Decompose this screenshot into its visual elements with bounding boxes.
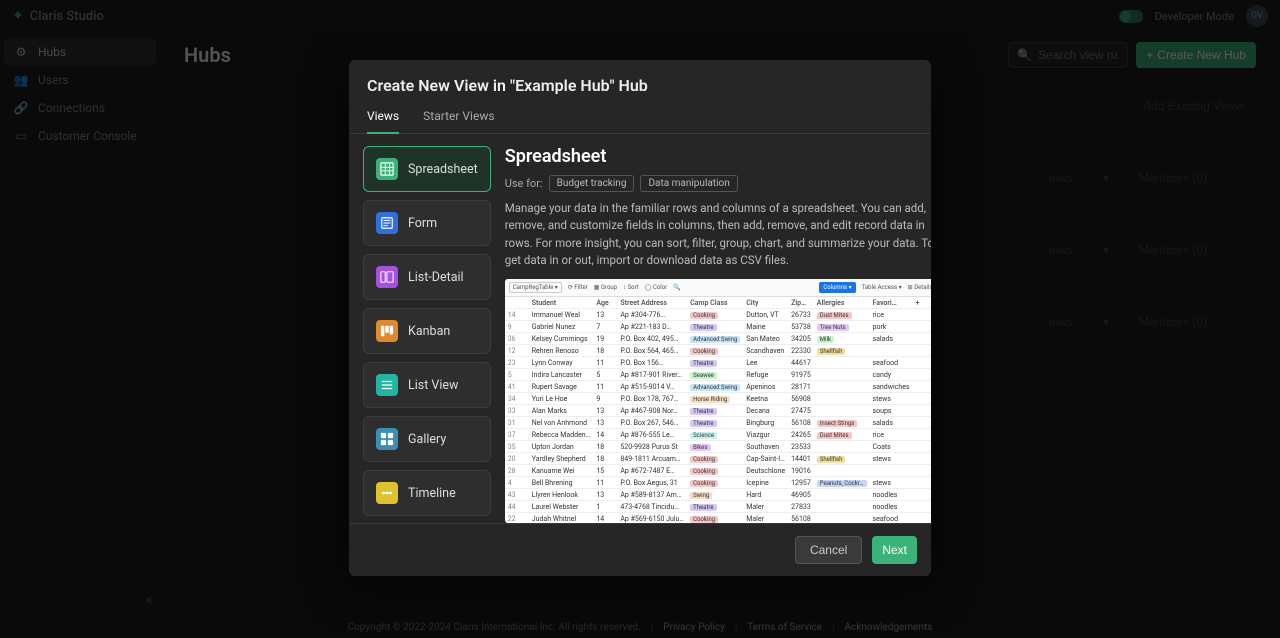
timeline-icon [376,482,398,504]
spreadsheet-preview: CampRegTable ▾ ⟳ Filter ▦ Group ↕ Sort ◯… [505,279,931,523]
use-for-label: Use for: [505,177,543,190]
view-type-label: List-Detail [408,270,464,285]
use-for-tag: Budget tracking [549,175,635,192]
view-type-gallery[interactable]: Gallery [363,416,491,462]
modal-tabs: Views Starter Views [349,101,931,134]
view-type-label: Gallery [408,432,446,447]
kanban-icon [376,320,398,342]
gallery-icon [376,428,398,450]
spreadsheet-icon [376,158,398,180]
detail-title: Spreadsheet [505,146,931,167]
cancel-button[interactable]: Cancel [795,536,862,564]
list-view-icon [376,374,398,396]
view-type-list: Spreadsheet Form List-Detail Kanban List Vie… [363,146,491,523]
view-type-list-view[interactable]: List View [363,362,491,408]
view-type-timeline[interactable]: Timeline [363,470,491,516]
list-detail-icon [376,266,398,288]
view-type-label: Spreadsheet [408,162,478,177]
view-type-label: Form [408,216,437,231]
preview-toolbar: CampRegTable ▾ ⟳ Filter ▦ Group ↕ Sort ◯… [505,279,931,297]
view-type-label: Timeline [408,486,456,501]
view-type-spreadsheet[interactable]: Spreadsheet [363,146,491,192]
tab-starter-views[interactable]: Starter Views [423,101,494,133]
modal-title: Create New View in "Example Hub" Hub [349,60,931,101]
view-detail-panel: Spreadsheet Use for: Budget tracking Dat… [505,146,931,523]
tab-views[interactable]: Views [367,101,399,133]
use-for-tag: Data manipulation [640,175,737,192]
view-type-label: Kanban [408,324,450,339]
detail-description: Manage your data in the familiar rows an… [505,200,931,269]
view-type-kanban[interactable]: Kanban [363,308,491,354]
view-type-label: List View [408,378,458,393]
form-icon [376,212,398,234]
next-button[interactable]: Next [872,536,917,564]
view-type-form[interactable]: Form [363,200,491,246]
create-view-modal: Create New View in "Example Hub" Hub Vie… [349,60,931,576]
view-type-list-detail[interactable]: List-Detail [363,254,491,300]
